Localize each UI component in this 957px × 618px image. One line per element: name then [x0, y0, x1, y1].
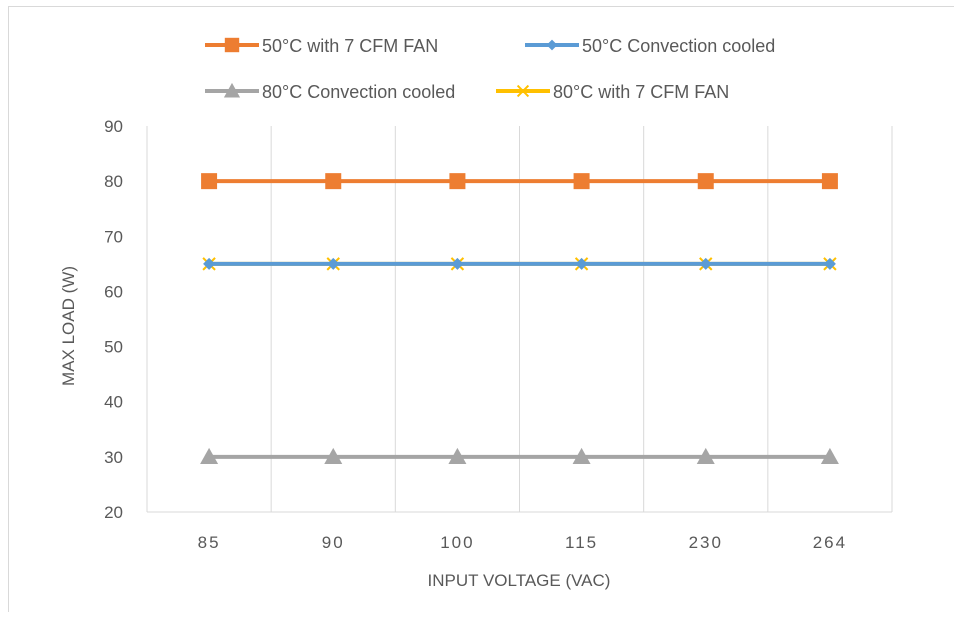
x-tick-label: 230: [689, 533, 723, 552]
x-tick-label: 264: [813, 533, 847, 552]
series-point: [697, 173, 714, 190]
series-point: [699, 257, 712, 270]
series-point: [572, 447, 591, 465]
series-point: [327, 257, 340, 270]
y-tick-label: 90: [104, 117, 123, 136]
series-point: [325, 173, 342, 190]
legend-label: 50°C with 7 CFM FAN: [262, 36, 438, 56]
y-tick-label: 20: [104, 503, 123, 522]
y-tick-label: 70: [104, 227, 123, 246]
legend: 50°C with 7 CFM FAN 50°C Convection coole…: [205, 36, 775, 102]
legend-entry: 80°C Convection cooled: [205, 82, 455, 102]
legend-marker: [224, 37, 240, 53]
legend-marker: [223, 82, 241, 98]
series-3: [200, 447, 839, 465]
chart-frame: 20 30 40 50 60 70 80 90 85 90 100 115 230 264 50°C w…: [8, 6, 954, 612]
x-tick-label: 115: [565, 533, 598, 552]
series-1: [201, 173, 838, 190]
x-tick-label: 100: [440, 533, 474, 552]
series-point: [451, 257, 464, 270]
series-point: [201, 173, 218, 190]
series-2: [203, 257, 836, 270]
legend-entry: 50°C with 7 CFM FAN: [205, 36, 438, 56]
y-tick-labels: 20 30 40 50 60 70 80 90: [104, 117, 123, 522]
x-tick-label: 90: [322, 533, 345, 552]
series-point: [448, 447, 467, 465]
y-tick-label: 40: [104, 393, 123, 412]
legend-label: 50°C Convection cooled: [582, 36, 775, 56]
series-point: [820, 447, 839, 465]
legend-label: 80°C Convection cooled: [262, 82, 455, 102]
gridlines: [270, 126, 893, 512]
x-axis-label: INPUT VOLTAGE (VAC): [428, 571, 611, 590]
series-point: [324, 447, 343, 465]
y-tick-label: 60: [104, 282, 123, 301]
series-point: [573, 173, 590, 190]
legend-label: 80°C with 7 CFM FAN: [553, 82, 729, 102]
series-point: [821, 173, 838, 190]
y-axis-label: MAX LOAD (W): [59, 266, 78, 386]
x-tick-labels: 85 90 100 115 230 264: [198, 533, 847, 552]
series-point: [823, 257, 836, 270]
y-tick-label: 50: [104, 338, 123, 357]
legend-entry: 80°C with 7 CFM FAN: [496, 82, 729, 102]
axes: [146, 126, 892, 513]
line-chart: 20 30 40 50 60 70 80 90 85 90 100 115 230 264 50°C w…: [59, 36, 893, 590]
series-point: [200, 447, 219, 465]
series-layer: [200, 173, 839, 465]
y-tick-label: 30: [104, 448, 123, 467]
legend-marker: [516, 84, 530, 98]
x-tick-label: 85: [198, 533, 221, 552]
series-point: [203, 257, 216, 270]
series-point: [696, 447, 715, 465]
series-point: [575, 257, 588, 270]
y-tick-label: 80: [104, 172, 123, 191]
legend-entry: 50°C Convection cooled: [525, 36, 775, 56]
series-point: [449, 173, 466, 190]
legend-marker: [546, 39, 558, 51]
